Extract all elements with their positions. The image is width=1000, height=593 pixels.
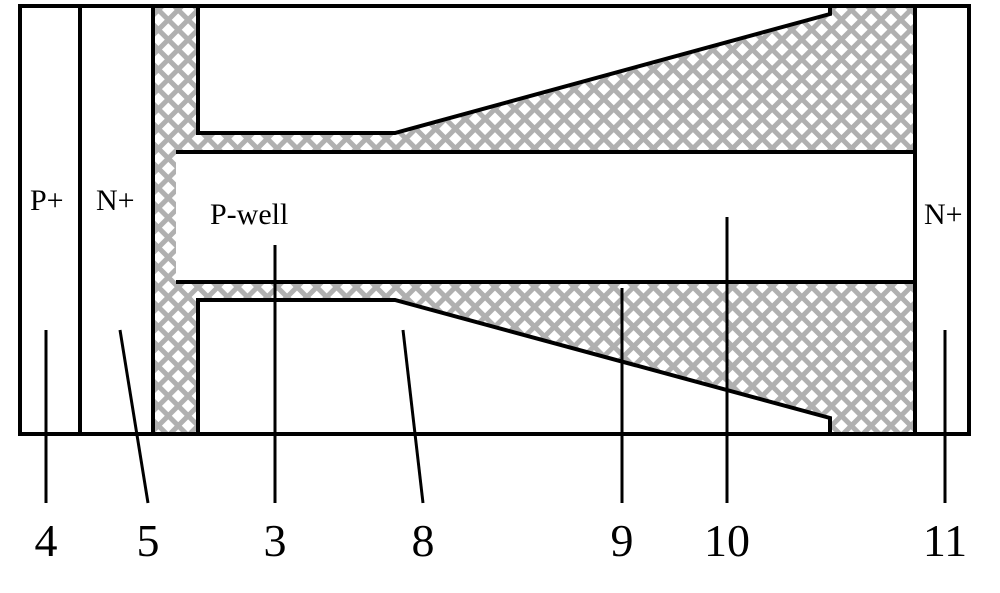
region-label-n_plus_l: N+: [96, 184, 135, 217]
region-label-p_plus: P+: [30, 184, 64, 217]
leader-number-9: 9: [611, 515, 634, 566]
leader-number-3: 3: [264, 515, 287, 566]
region-label-n_plus_r: N+: [924, 198, 963, 231]
leader-number-8: 8: [412, 515, 435, 566]
leader-number-5: 5: [137, 515, 160, 566]
leader-number-11: 11: [923, 515, 967, 566]
leader-number-10: 10: [704, 515, 750, 566]
leader-number-4: 4: [35, 515, 58, 566]
hatch-strip-left: [153, 6, 176, 434]
region-label-p_well: P-well: [210, 198, 288, 231]
